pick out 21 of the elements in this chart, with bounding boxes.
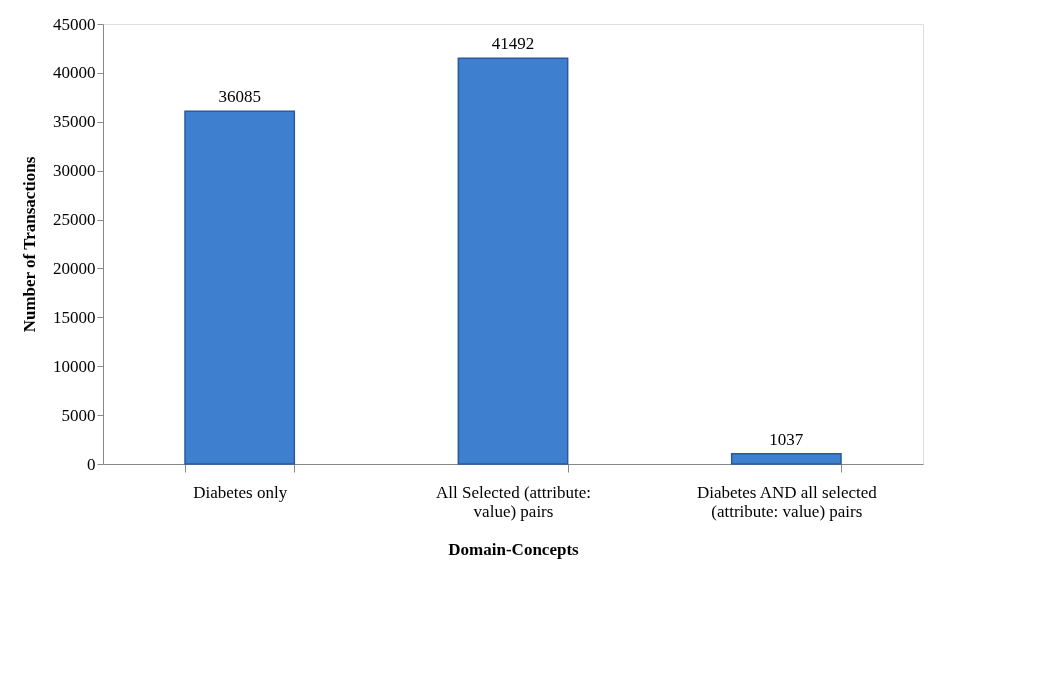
bar xyxy=(457,57,569,465)
data-label: 1037 xyxy=(769,429,804,449)
bar xyxy=(184,110,296,465)
data-label: 41492 xyxy=(491,34,535,54)
y-tick-label: 5000 xyxy=(61,405,96,425)
y-axis-title: Number of Transactions xyxy=(20,156,39,333)
x-tick-label: Diabetes AND all selected (attribute: value) pairs xyxy=(696,482,878,521)
data-label: 36085 xyxy=(218,87,261,107)
y-tick-label: 15000 xyxy=(53,307,96,327)
y-tick-label: 0 xyxy=(87,454,96,474)
y-tick-label: 20000 xyxy=(53,258,96,278)
y-tick-label: 30000 xyxy=(53,161,96,181)
y-tick-label: 10000 xyxy=(53,356,96,376)
y-tick-label: 25000 xyxy=(53,210,96,230)
x-tick-label: All Selected (attribute: value) pairs xyxy=(436,482,591,521)
y-tick-label: 40000 xyxy=(53,63,96,83)
x-tick-label: Diabetes only xyxy=(193,482,288,502)
bar xyxy=(730,453,842,465)
y-tick-label: 35000 xyxy=(53,112,96,132)
x-axis-title: Domain-Concepts xyxy=(448,539,580,559)
y-tick-label: 45000 xyxy=(53,14,96,34)
